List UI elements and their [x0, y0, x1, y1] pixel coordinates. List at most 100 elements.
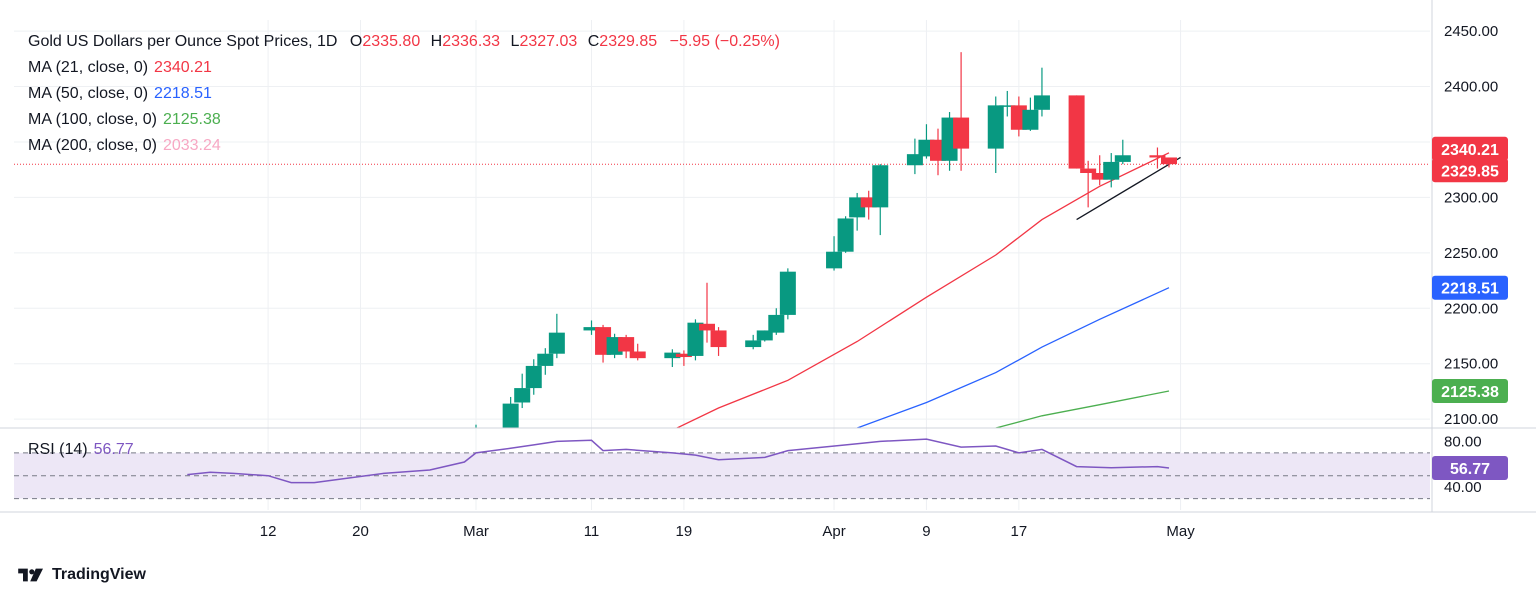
- candle-body: [837, 218, 854, 252]
- candle-body: [1149, 155, 1166, 158]
- candle-body: [664, 352, 681, 359]
- ma-line: [856, 287, 1170, 428]
- date-tick-label: Mar: [463, 523, 489, 540]
- ma21-label: MA (21, close, 0): [28, 59, 149, 76]
- moving-average-lines: [14, 152, 1430, 428]
- candle-body: [629, 351, 646, 359]
- high-label: H: [430, 33, 443, 50]
- candle-body: [1103, 161, 1120, 180]
- rsi-legend[interactable]: RSI (14) 56.77: [28, 441, 134, 459]
- ma100-price-tag: [1432, 378, 1508, 403]
- candle-body: [525, 365, 542, 389]
- candle-body: [675, 353, 692, 358]
- candle-body: [1033, 95, 1050, 110]
- tradingview-brand[interactable]: TradingView: [16, 566, 146, 584]
- date-tick-label: 19: [676, 523, 693, 540]
- ma50-value: 2218.51: [154, 85, 212, 102]
- candle-body: [1022, 109, 1039, 130]
- ma100-value: 2125.38: [162, 111, 221, 128]
- tradingview-logo-icon: [18, 568, 43, 582]
- ma50-price-tag: [1432, 275, 1508, 300]
- candle-body: [779, 271, 796, 315]
- date-tick-label: Apr: [822, 523, 845, 540]
- candle-body: [537, 353, 554, 366]
- rsi-panel: [14, 438, 1430, 500]
- candle-body: [999, 105, 1016, 107]
- close-label: C: [587, 33, 600, 50]
- ma21-price-tag-text: 2340.21: [1441, 142, 1499, 159]
- ma-line: [675, 152, 1170, 428]
- candle-body: [860, 197, 877, 208]
- candle-body: [745, 340, 762, 348]
- ma100-label: MA (100, close, 0): [28, 111, 157, 128]
- legend-ma100[interactable]: MA (100, close, 0) 2125.38: [28, 107, 780, 133]
- candle-body: [699, 323, 715, 331]
- open-label: O: [349, 33, 363, 50]
- close-value: 2329.85: [599, 33, 658, 50]
- legend-ma50[interactable]: MA (50, close, 0) 2218.51: [28, 81, 780, 107]
- ma200-label: MA (200, close, 0): [28, 137, 157, 154]
- candle-body: [1068, 95, 1085, 169]
- axes: 2100.002150.002200.002250.002300.002350.…: [0, 0, 1536, 540]
- date-tick-label: May: [1166, 523, 1195, 540]
- candle-body: [710, 330, 727, 348]
- candle-body: [1080, 168, 1097, 173]
- candle-body: [583, 327, 600, 331]
- candle-body: [872, 165, 889, 208]
- candle-body: [906, 154, 923, 166]
- close-price-tag: [1432, 158, 1508, 183]
- price-tick-label: 2150.00: [1444, 356, 1498, 373]
- candle-body: [756, 330, 773, 341]
- legend: Gold US Dollars per Ounce Spot Prices, 1…: [28, 29, 780, 159]
- ma-line: [995, 390, 1170, 428]
- date-tick-label: 9: [922, 523, 930, 540]
- price-tick-label: 2200.00: [1444, 300, 1498, 317]
- candle-body: [987, 105, 1004, 149]
- candle-body: [953, 117, 970, 149]
- candle-body: [502, 403, 519, 428]
- candle-body: [1114, 155, 1131, 162]
- rsi-price-tag: [1432, 455, 1508, 480]
- candle-body: [618, 337, 635, 352]
- date-tick-label: 17: [1011, 523, 1028, 540]
- price-tick-label: 2400.00: [1444, 79, 1498, 96]
- candles: [475, 52, 1177, 428]
- symbol-title: Gold US Dollars per Ounce Spot Prices, 1…: [28, 33, 338, 50]
- rsi-value: 56.77: [93, 441, 134, 458]
- rsi-label: RSI (14): [28, 441, 88, 458]
- candle-body: [1091, 173, 1108, 180]
- ma21-price-tag: [1432, 136, 1508, 161]
- trendline: [1076, 156, 1181, 221]
- ohlc-header: Gold US Dollars per Ounce Spot Prices, 1…: [28, 29, 780, 55]
- price-tick-label: 2100.00: [1444, 411, 1498, 428]
- rsi-line: [187, 438, 1170, 484]
- legend-ma21[interactable]: MA (21, close, 0) 2340.21: [28, 55, 780, 81]
- price-tick-label: 2450.00: [1444, 23, 1498, 40]
- candle-body: [768, 314, 785, 333]
- ma100-price-tag-text: 2125.38: [1441, 384, 1499, 401]
- candle-body: [687, 322, 704, 356]
- price-tags: 2340.21 2329.85 2218.51 2125.38 56.77: [1432, 136, 1508, 480]
- open-value: 2335.80: [362, 33, 421, 50]
- legend-ma200[interactable]: MA (200, close, 0) 2033.24: [28, 133, 780, 159]
- candle-body: [1161, 157, 1177, 165]
- rsi-price-tag-text: 56.77: [1450, 461, 1490, 478]
- ma200-value: 2033.24: [162, 137, 221, 154]
- low-label: L: [510, 33, 520, 50]
- rsi-tick-label: 80.00: [1444, 433, 1482, 450]
- ma21-value: 2340.21: [154, 59, 212, 76]
- price-tick-label: 2250.00: [1444, 245, 1498, 262]
- ma50-label: MA (50, close, 0): [28, 85, 149, 102]
- brand-name: TradingView: [52, 566, 146, 583]
- date-tick-label: 12: [260, 523, 277, 540]
- price-tick-label: 2300.00: [1444, 189, 1498, 206]
- close-price-tag-text: 2329.85: [1441, 163, 1499, 180]
- rsi-tick-label: 40.00: [1444, 479, 1482, 496]
- date-tick-label: 20: [352, 523, 369, 540]
- high-value: 2336.33: [442, 33, 501, 50]
- candle-body: [826, 251, 843, 269]
- ma50-price-tag-text: 2218.51: [1441, 281, 1499, 298]
- date-tick-label: 11: [584, 523, 600, 540]
- low-value: 2327.03: [519, 33, 578, 50]
- change-value: −5.95 (−0.25%): [669, 33, 780, 50]
